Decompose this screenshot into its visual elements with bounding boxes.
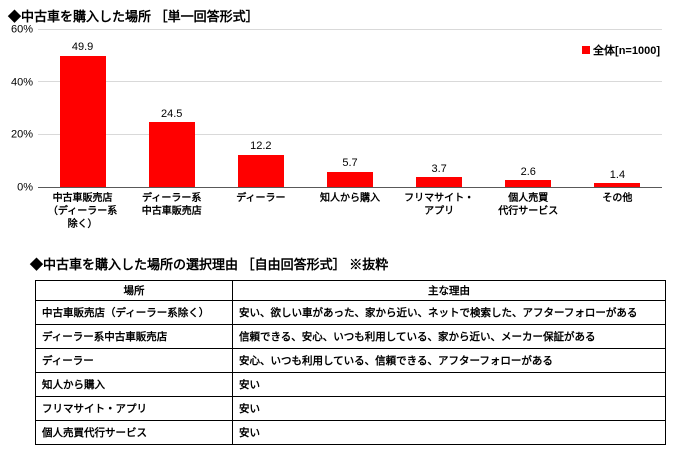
y-axis: 0% 20% 40% 60% bbox=[8, 24, 38, 193]
bar-value-label: 2.6 bbox=[520, 165, 536, 178]
gridline bbox=[38, 133, 662, 135]
bar bbox=[237, 154, 284, 187]
bar bbox=[505, 180, 552, 187]
bar-group: 2.6 bbox=[484, 30, 573, 187]
category-label: 中古車販売店 （ディーラー系 除く） bbox=[47, 193, 118, 230]
chart-legend: 全体[n=1000] bbox=[582, 42, 660, 58]
chart-title: ◆中古車を購入した場所 ［単一回答形式］ bbox=[8, 9, 259, 24]
place-cell: 個人売買代行サービス bbox=[35, 420, 233, 445]
bar bbox=[326, 172, 373, 187]
y-axis-tick-label: 40% bbox=[10, 76, 33, 89]
gridline bbox=[38, 81, 662, 83]
legend-label: 全体[n=1000] bbox=[593, 45, 660, 57]
bar-group: 3.7 bbox=[395, 30, 484, 187]
plot-area: 49.9 24.5 12.2 5.7 3.7 2.6 1.4 bbox=[38, 29, 662, 188]
bar bbox=[59, 55, 106, 187]
bar-chart: 全体[n=1000] 0% 20% 40% 60% 49.9 24.5 12.2 5.7 3.… bbox=[8, 24, 662, 231]
plot-row: 0% 20% 40% 60% 49.9 24.5 12.2 5.7 3.7 2.6 1.4 bbox=[8, 24, 662, 193]
place-cell: 中古車販売店（ディーラー系除く） bbox=[35, 300, 233, 325]
reason-table: 場所 主な理由 中古車販売店（ディーラー系除く） 安い、欲しい車があった、家から近い、… bbox=[35, 280, 666, 445]
bar-value-label: 49.9 bbox=[71, 40, 94, 53]
reason-cell: 安い bbox=[232, 396, 666, 421]
table-row: フリマサイト・アプリ 安い bbox=[35, 396, 666, 421]
reason-cell: 安心、いつも利用している、信頼できる、アフターフォローがある bbox=[232, 348, 666, 373]
gridline bbox=[38, 29, 662, 30]
place-cell: 知人から購入 bbox=[35, 372, 233, 397]
bar bbox=[594, 183, 641, 187]
legend-marker-icon bbox=[582, 46, 591, 54]
reason-cell: 信頼できる、安心、いつも利用している、家から近い、メーカー保証がある bbox=[232, 324, 666, 349]
y-axis-tick-label: 60% bbox=[10, 23, 33, 36]
bar-groups: 49.9 24.5 12.2 5.7 3.7 2.6 1.4 bbox=[38, 30, 662, 187]
bar-group: 12.2 bbox=[216, 30, 305, 187]
category-label: フリマサイト・ アプリ bbox=[404, 193, 475, 217]
table-row: ディーラー 安心、いつも利用している、信頼できる、アフターフォローがある bbox=[35, 348, 666, 373]
reason-cell: 安い、欲しい車があった、家から近い、ネットで検索した、アフターフォローがある bbox=[232, 300, 666, 325]
bar-group: 24.5 bbox=[127, 30, 216, 187]
category-label: ディーラー bbox=[236, 193, 286, 204]
table-header-cell: 主な理由 bbox=[232, 280, 666, 301]
reason-cell: 安い bbox=[232, 372, 666, 397]
bar bbox=[416, 177, 463, 187]
place-cell: ディーラー系中古車販売店 bbox=[35, 324, 233, 349]
y-axis-tick-label: 20% bbox=[10, 128, 33, 141]
bar-group: 49.9 bbox=[38, 30, 127, 187]
bar-value-label: 1.4 bbox=[609, 168, 626, 181]
bar-value-label: 24.5 bbox=[161, 107, 183, 120]
category-labels: 中古車販売店 （ディーラー系 除く） ディーラー系 中古車販売店 ディーラー 知人から… bbox=[38, 192, 662, 231]
table-row: 知人から購入 安い bbox=[35, 372, 666, 397]
table-row: 個人売買代行サービス 安い bbox=[35, 420, 666, 445]
y-axis-tick-label: 0% bbox=[17, 181, 33, 194]
category-label: その他 bbox=[602, 193, 633, 204]
bar-group: 1.4 bbox=[573, 30, 662, 187]
table-header-cell: 場所 bbox=[35, 280, 233, 301]
bar-value-label: 3.7 bbox=[431, 162, 447, 175]
place-cell: ディーラー bbox=[35, 348, 233, 373]
bar-value-label: 12.2 bbox=[250, 140, 272, 153]
category-label: 知人から購入 bbox=[319, 193, 380, 204]
category-label: 個人売買 代行サービス bbox=[498, 193, 559, 217]
category-label: ディーラー系 中古車販売店 bbox=[141, 193, 202, 217]
reason-cell: 安い bbox=[232, 420, 666, 445]
table-row: 中古車販売店（ディーラー系除く） 安い、欲しい車があった、家から近い、ネットで検索… bbox=[35, 300, 666, 325]
bar bbox=[148, 122, 195, 187]
table-title: ◆中古車を購入した場所の選択理由 ［自由回答形式］ ※抜粋 bbox=[30, 257, 389, 272]
table-header-row: 場所 主な理由 bbox=[35, 280, 666, 301]
table-row: ディーラー系中古車販売店 信頼できる、安心、いつも利用している、家から近い、メーカ… bbox=[35, 324, 666, 349]
place-cell: フリマサイト・アプリ bbox=[35, 396, 233, 421]
bar-group: 5.7 bbox=[305, 30, 394, 187]
bar-value-label: 5.7 bbox=[342, 157, 358, 170]
